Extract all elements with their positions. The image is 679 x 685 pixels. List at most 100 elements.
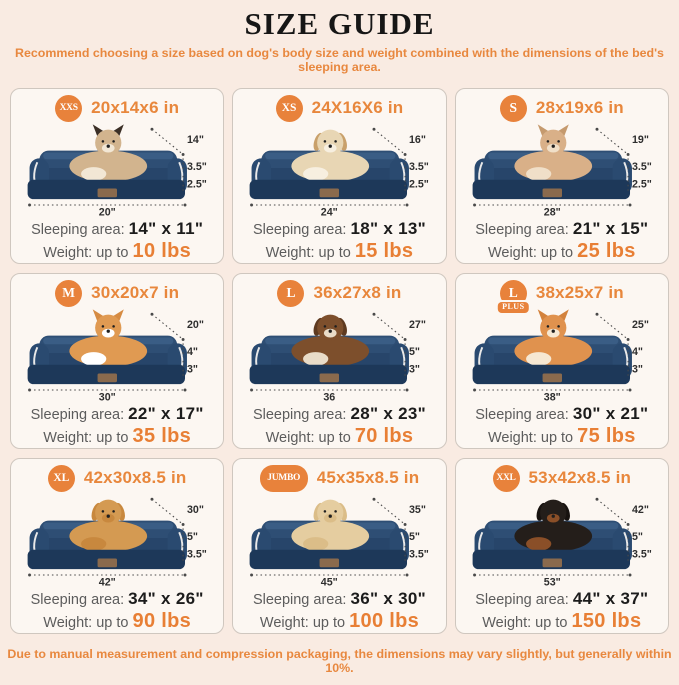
bed-brand-tag — [542, 188, 562, 198]
sleeping-area-label: Sleeping area: — [475, 407, 569, 423]
size-badge: XS — [275, 94, 303, 122]
size-badge-label: M — [62, 285, 76, 300]
weight-label: Weight: up to — [259, 615, 346, 631]
bed-dimensions-text: 45x35x8.5 in — [316, 468, 420, 487]
dimension-line-dots — [28, 497, 187, 577]
size-card-xxl: XXL 53x42x8.5 in — [454, 458, 669, 634]
sleeping-area-value: 18" x 13" — [350, 219, 427, 238]
bolster-height-label: 5" — [409, 346, 420, 358]
weight-value: 10 lbs — [132, 240, 192, 262]
bed-illustration: 35" 5" 3.5" 45" — [236, 493, 442, 587]
bed-brand-tag — [320, 188, 340, 198]
bed-with-pet-image: 16" 3.5" 2.5" 24" — [250, 127, 429, 217]
bed-brand-tag — [97, 558, 118, 568]
size-badge-label: S — [509, 100, 518, 115]
labrador-illustration — [291, 499, 370, 552]
dimension-line-dots — [250, 127, 409, 207]
sleeping-area-line: Sleeping area: 21" x 15" — [475, 219, 648, 239]
base-height-label: 3" — [632, 363, 643, 375]
size-badge: JUMBO — [259, 464, 308, 492]
bed-dimensions-text: 20x14x6 in — [91, 98, 180, 117]
bed-illustration: 42" 5" 3.5" 53" — [459, 493, 665, 587]
depth-dimension-label: 27" — [409, 319, 426, 331]
bed-with-pet-image: 14" 3.5" 2.5" 20" — [27, 124, 207, 217]
bolster-height-label: 3.5" — [187, 161, 207, 173]
bolster-height-label: 4" — [632, 346, 643, 358]
width-dimension-label: 28" — [544, 207, 561, 217]
card-header: M 30x20x7 in — [55, 279, 179, 307]
depth-dimension-label: 35" — [409, 504, 426, 516]
size-badge-label: L — [508, 285, 518, 300]
weight-line: Weight: up to 75 lbs — [488, 425, 636, 448]
sleeping-area-label: Sleeping area: — [252, 222, 347, 238]
sleeping-area-label: Sleeping area: — [30, 592, 125, 608]
size-grid: XXS 20x14x6 in — [0, 88, 679, 634]
size-card-xl: XL 42x30x8.5 in — [10, 458, 225, 634]
card-header: XS 24X16X6 in — [275, 94, 404, 122]
base-height-label: 2.5" — [409, 178, 429, 190]
weight-label: Weight: up to — [265, 430, 351, 446]
sleeping-area-line: Sleeping area: 30" x 21" — [475, 404, 648, 424]
width-dimension-label: 42" — [99, 577, 116, 587]
dimension-line-dots — [472, 312, 632, 392]
dimension-line-dots — [250, 312, 409, 392]
size-badge: XXL — [492, 464, 520, 492]
width-dimension-label: 36 — [324, 392, 336, 402]
dimension-line-dots — [28, 312, 187, 392]
bed-with-pet-image: 30" 5" 3.5" 42" — [27, 497, 207, 587]
sleeping-area-value: 36" x 30" — [350, 589, 427, 608]
weight-value: 35 lbs — [132, 425, 192, 447]
weight-value: 15 lbs — [354, 240, 414, 262]
sleeping-area-value: 28" x 23" — [350, 404, 427, 423]
size-badge-sub-label: PLUS — [498, 301, 529, 313]
weight-line: Weight: up to 150 lbs — [482, 610, 641, 633]
sleeping-area-value: 30" x 21" — [572, 404, 649, 423]
size-badge-label: JUMBO — [267, 473, 301, 483]
weight-value: 70 lbs — [354, 425, 414, 447]
bed-dimensions-text: 38x25x7 in — [535, 283, 624, 302]
bed-dimensions-text: 24X16X6 in — [311, 98, 404, 117]
bolster-height-label: 5" — [409, 531, 420, 543]
size-badge: M — [55, 279, 83, 307]
bed-brand-tag — [320, 373, 340, 383]
sleeping-area-line: Sleeping area: 28" x 23" — [253, 404, 426, 424]
weight-line: Weight: up to 15 lbs — [266, 240, 414, 263]
weight-line: Weight: up to 35 lbs — [43, 425, 191, 448]
sleeping-area-value: 21" x 15" — [572, 219, 649, 238]
weight-label: Weight: up to — [43, 615, 129, 631]
corgi-illustration — [69, 309, 148, 367]
sleeping-area-value: 14" x 11" — [128, 219, 204, 238]
size-badge-label: XXL — [496, 473, 516, 483]
sleeping-area-label: Sleeping area: — [252, 592, 347, 608]
size-badge-label: XL — [53, 472, 70, 484]
french-bulldog-illustration — [514, 124, 592, 182]
weight-value: 150 lbs — [571, 610, 642, 632]
bed-illustration: 25" 4" 3" 38" — [459, 308, 665, 402]
shih-tzu-illustration — [291, 129, 370, 182]
rottweiler-illustration — [514, 499, 592, 552]
base-height-label: 3" — [409, 363, 420, 375]
bed-illustration: 30" 5" 3.5" 42" — [14, 493, 220, 587]
bed-with-pet-image: 42" 5" 3.5" 53" — [472, 497, 652, 587]
page-footnote: Due to manual measurement and compressio… — [7, 647, 672, 675]
weight-label: Weight: up to — [265, 245, 351, 261]
sleeping-area-line: Sleeping area: 14" x 11" — [31, 219, 203, 239]
size-badge-label: XS — [281, 102, 297, 114]
depth-dimension-label: 30" — [187, 504, 204, 516]
size-card-m: M 30x20x7 in — [10, 273, 225, 449]
weight-label: Weight: up to — [43, 430, 129, 446]
weight-line: Weight: up to 90 lbs — [43, 610, 191, 633]
bed-illustration: 14" 3.5" 2.5" 20" — [14, 123, 220, 217]
australian-shepherd-illustration — [291, 314, 370, 367]
size-badge-label: XXS — [59, 103, 78, 113]
page-title: SIZE GUIDE — [244, 6, 435, 41]
size-badge: L — [277, 279, 305, 307]
sleeping-area-label: Sleeping area: — [475, 222, 569, 238]
size-badge-label: L — [286, 285, 296, 300]
bed-with-pet-image: 20" 4" 3" 30" — [27, 309, 204, 402]
sleeping-area-line: Sleeping area: 34" x 26" — [31, 589, 204, 609]
dimension-line-dots — [28, 127, 187, 207]
bed-with-pet-image: 27" 5" 3" 36 — [250, 312, 426, 402]
depth-dimension-label: 16" — [409, 134, 426, 146]
weight-label: Weight: up to — [487, 245, 574, 261]
